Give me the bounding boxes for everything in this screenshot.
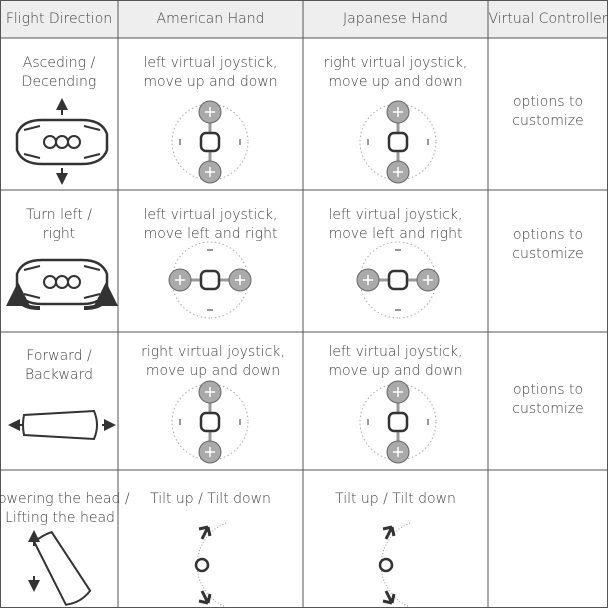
joystick-diagram [170,379,250,465]
drone-icon [8,410,116,440]
tilt-diagram [194,521,228,608]
cell: Tilt up / Tilt down [335,491,456,507]
cell: Forward / Backward [25,348,93,383]
cell: right virtual joystick, move up and down [323,55,468,90]
drone-icon [15,98,109,185]
joystick-diagram [170,99,250,185]
cell: Tilt up / Tilt down [150,491,271,507]
cell: left virtual joystick, move left and rig… [328,207,463,242]
header-cell: American Hand [156,11,265,27]
header-bg [0,0,608,38]
cell: Lowering the head / Lifting the head [0,491,130,526]
drone-icon [6,258,118,310]
header-cell: Flight Direction [5,11,113,27]
cell: options to customize [512,94,584,129]
cell: options to customize [512,382,584,417]
header-cell: Virtual Controller [488,11,608,27]
joystick-diagram [358,99,438,185]
cell: left virtual joystick, move up and down [143,55,278,90]
joystick-diagram [358,379,438,465]
drone-icon [28,528,93,608]
cell: left virtual joystick, move left and rig… [143,207,278,242]
cell: options to customize [512,227,584,262]
cell: Turn left / right [26,207,92,242]
joystick-diagram [167,240,253,320]
cell: left virtual joystick, move up and down [328,344,463,379]
cell: right virtual joystick, move up and down [141,344,285,379]
cell: Asceding / Decending [21,55,97,90]
header-cell: Japanese Hand [343,11,448,27]
tilt-diagram [378,521,412,608]
joystick-diagram [355,240,441,320]
